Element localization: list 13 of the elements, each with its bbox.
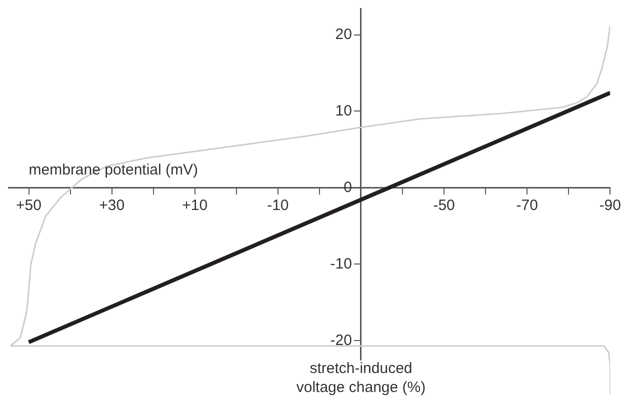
x-tick-label: -50 <box>433 196 455 214</box>
x-tick-label: -90 <box>599 196 622 214</box>
y-tick-label: 10 <box>335 102 352 120</box>
y-tick-label: -20 <box>330 332 352 349</box>
x-tick-label: +50 <box>16 196 42 214</box>
x-tick-label: +30 <box>99 196 125 214</box>
y-tick-label: 20 <box>335 26 352 43</box>
x-tick-label: +10 <box>182 196 208 214</box>
y-tick-label: -10 <box>330 255 352 272</box>
x-tick-label: -70 <box>516 196 538 214</box>
x-axis-title: membrane potential (mV) <box>28 161 198 178</box>
x-tick-label: -10 <box>267 196 289 214</box>
y-axis-title: stretch-induced voltage change (%) <box>296 360 426 396</box>
